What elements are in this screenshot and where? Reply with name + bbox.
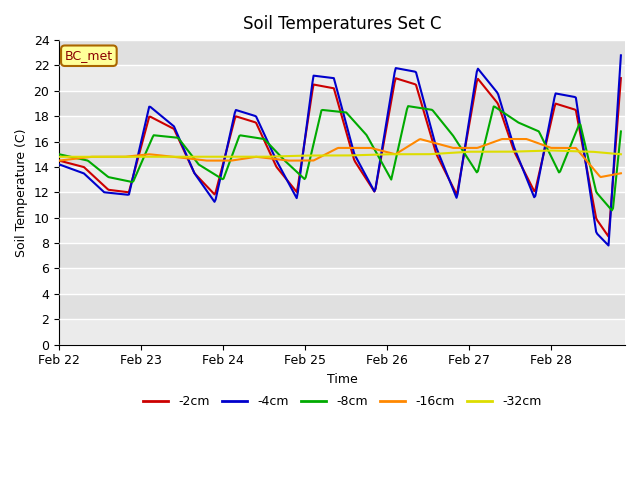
Bar	[59, 217, 625, 243]
Bar	[59, 91, 625, 116]
-16cm	[326, 149, 333, 155]
-32cm	[326, 153, 333, 158]
-4cm	[605, 242, 612, 248]
-8cm	[55, 151, 63, 157]
Bar	[59, 40, 625, 65]
-8cm	[605, 204, 612, 209]
Bar	[59, 116, 625, 142]
-16cm	[322, 151, 330, 157]
Bar	[59, 65, 625, 91]
-4cm	[55, 162, 63, 168]
Line: -32cm: -32cm	[59, 150, 621, 157]
-32cm	[359, 152, 367, 158]
-4cm	[326, 75, 333, 81]
-2cm	[604, 232, 611, 238]
-16cm	[606, 172, 614, 178]
Y-axis label: Soil Temperature (C): Soil Temperature (C)	[15, 128, 28, 256]
Bar	[59, 167, 625, 192]
-8cm	[322, 108, 330, 113]
Bar	[59, 142, 625, 167]
-4cm	[604, 241, 611, 247]
-32cm	[617, 151, 625, 157]
-8cm	[608, 207, 616, 213]
-32cm	[322, 153, 330, 158]
Bar	[59, 294, 625, 319]
-8cm	[359, 128, 367, 134]
Line: -2cm: -2cm	[59, 78, 621, 237]
-4cm	[359, 168, 367, 173]
Line: -8cm: -8cm	[59, 106, 621, 210]
-2cm	[55, 158, 63, 164]
-2cm	[617, 75, 625, 81]
-16cm	[517, 136, 525, 142]
-32cm	[605, 150, 612, 156]
-16cm	[596, 174, 604, 180]
-8cm	[617, 129, 625, 134]
-2cm	[390, 86, 397, 92]
Bar	[59, 268, 625, 294]
-16cm	[617, 170, 625, 176]
Text: BC_met: BC_met	[65, 49, 113, 62]
-32cm	[390, 151, 397, 157]
-2cm	[605, 234, 612, 240]
-32cm	[547, 147, 555, 153]
-8cm	[404, 103, 412, 109]
-2cm	[516, 159, 524, 165]
-8cm	[326, 108, 333, 114]
-4cm	[322, 74, 330, 80]
-2cm	[326, 84, 333, 90]
-8cm	[390, 167, 397, 172]
-32cm	[516, 148, 524, 154]
-4cm	[516, 158, 524, 164]
-32cm	[55, 154, 63, 160]
-16cm	[359, 145, 367, 151]
Line: -16cm: -16cm	[59, 139, 621, 177]
Bar	[59, 243, 625, 268]
Line: -4cm: -4cm	[59, 55, 621, 245]
-16cm	[499, 136, 506, 142]
Title: Soil Temperatures Set C: Soil Temperatures Set C	[243, 15, 442, 33]
-4cm	[617, 52, 625, 58]
-2cm	[359, 171, 367, 177]
-8cm	[517, 120, 525, 126]
X-axis label: Time: Time	[326, 373, 358, 386]
-4cm	[390, 76, 397, 82]
-16cm	[55, 158, 63, 164]
Bar	[59, 319, 625, 345]
-16cm	[390, 151, 397, 156]
Legend: -2cm, -4cm, -8cm, -16cm, -32cm: -2cm, -4cm, -8cm, -16cm, -32cm	[138, 390, 547, 413]
Bar	[59, 192, 625, 217]
-2cm	[322, 84, 330, 90]
